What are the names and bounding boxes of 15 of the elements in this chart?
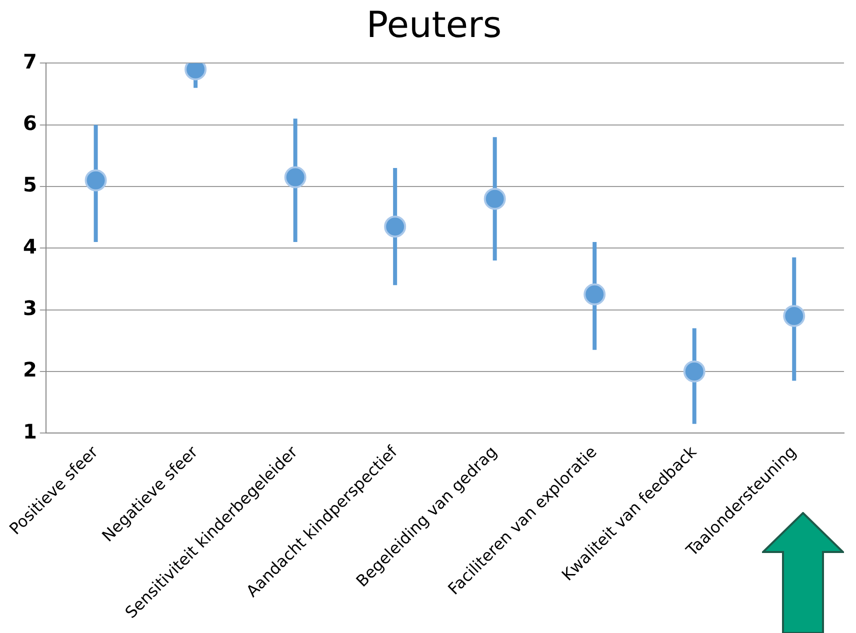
y-tick-label: 7 bbox=[22, 49, 37, 74]
y-tick-label: 6 bbox=[22, 111, 37, 136]
y-tick-label: 4 bbox=[22, 234, 37, 258]
point bbox=[284, 166, 306, 188]
point bbox=[384, 216, 406, 238]
y-tick-label: 1 bbox=[22, 419, 37, 444]
y-tick-label: 3 bbox=[22, 296, 37, 320]
point bbox=[584, 283, 606, 306]
point bbox=[783, 304, 806, 327]
point bbox=[84, 169, 107, 192]
chart-title: Peuters bbox=[366, 4, 502, 46]
point bbox=[683, 360, 706, 382]
point bbox=[484, 188, 506, 210]
y-tick-label: 2 bbox=[22, 358, 37, 382]
y-tick-label: 5 bbox=[22, 172, 37, 197]
